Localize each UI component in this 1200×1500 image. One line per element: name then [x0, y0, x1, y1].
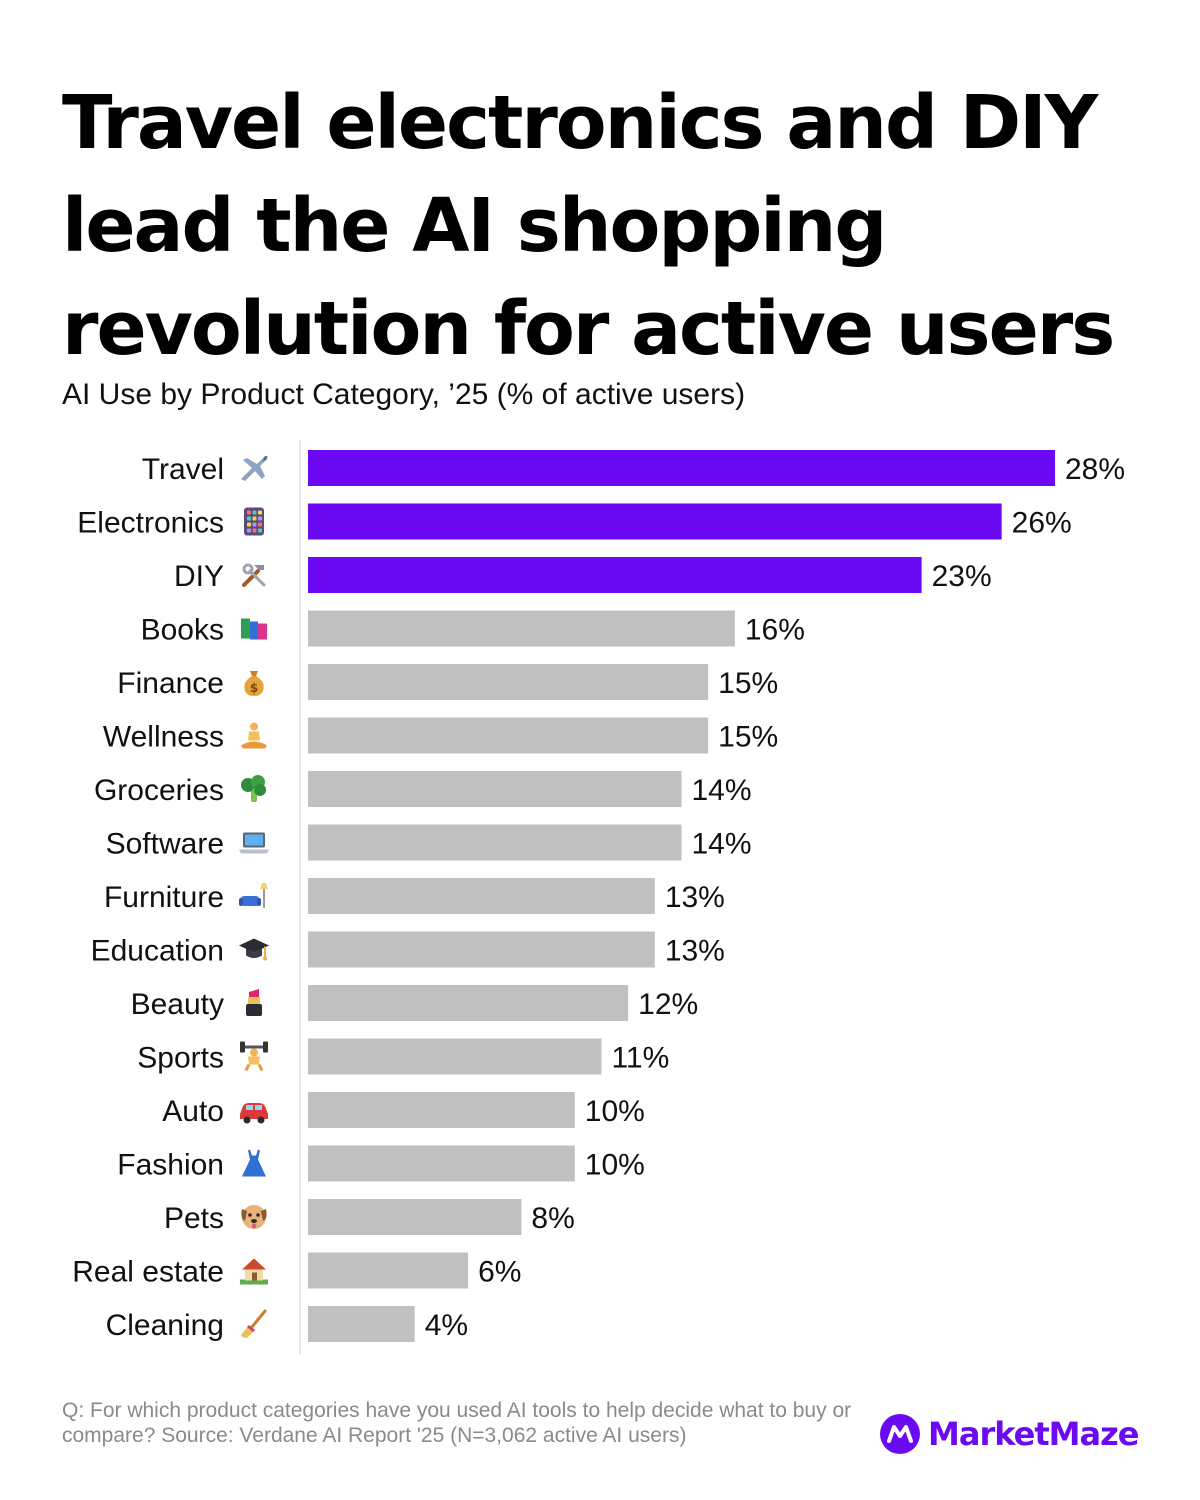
value-label: 26%	[1012, 507, 1072, 540]
footnote: Q: For which product categories have you…	[62, 1399, 852, 1447]
category-label: Books	[141, 614, 224, 647]
brand-name: MarketMaze	[928, 1415, 1139, 1453]
house-icon	[240, 1258, 268, 1285]
bar-chart: Travel 28% Electronics 26% DIY 23% Books 16% Fin…	[72, 440, 1125, 1355]
money-bag-icon: $	[244, 671, 264, 696]
value-label: 15%	[718, 721, 778, 754]
bar-education	[308, 931, 655, 968]
category-label: Travel	[142, 453, 224, 486]
dog-icon	[241, 1205, 267, 1229]
category-label: Groceries	[94, 774, 224, 807]
meditation-icon	[241, 722, 267, 749]
bar-finance	[308, 664, 709, 700]
bar-real-estate	[308, 1252, 469, 1289]
category-label: Education	[91, 935, 224, 968]
value-label: 13%	[665, 935, 725, 968]
value-label: 10%	[585, 1149, 645, 1182]
bar-groceries	[308, 771, 682, 807]
brand-logo: MarketMaze	[880, 1412, 1139, 1456]
page-title: Travel electronics and DIY lead the AI s…	[62, 80, 1115, 372]
car-icon	[240, 1103, 268, 1124]
bar-cleaning	[308, 1306, 415, 1342]
value-label: 28%	[1065, 453, 1125, 486]
dress-icon	[242, 1149, 266, 1177]
bar-sports	[308, 1038, 602, 1075]
calculator-icon	[244, 507, 264, 536]
bar-wellness	[308, 717, 709, 754]
category-label: Beauty	[131, 988, 224, 1021]
category-label: Electronics	[77, 507, 224, 540]
bar-fashion	[308, 1145, 575, 1182]
bar-electronics	[308, 503, 1002, 540]
value-label: 11%	[611, 1042, 669, 1075]
svg-text:$: $	[250, 681, 258, 695]
laptop-icon	[239, 832, 269, 854]
category-label: DIY	[174, 560, 224, 593]
category-label: Real estate	[72, 1256, 224, 1289]
broom-icon	[241, 1309, 267, 1338]
bar-auto	[308, 1092, 575, 1128]
bar-pets	[308, 1199, 522, 1235]
couch-lamp-icon	[239, 883, 268, 908]
bar-books	[308, 610, 735, 647]
category-label: Finance	[117, 667, 224, 700]
value-label: 8%	[531, 1202, 574, 1235]
value-label: 23%	[932, 560, 992, 593]
books-icon	[241, 618, 267, 640]
value-label: 12%	[638, 988, 698, 1021]
airplane-icon	[241, 455, 268, 481]
bar-software	[308, 824, 682, 861]
category-label: Cleaning	[106, 1309, 224, 1342]
brand-mark-icon	[880, 1414, 920, 1454]
value-label: 14%	[692, 828, 752, 861]
category-label: Auto	[162, 1095, 224, 1128]
value-label: 14%	[692, 774, 752, 807]
value-label: 6%	[478, 1256, 521, 1289]
bar-furniture	[308, 878, 655, 914]
category-label: Furniture	[104, 881, 224, 914]
value-label: 16%	[745, 614, 805, 647]
value-label: 4%	[425, 1309, 468, 1342]
category-label: Pets	[164, 1202, 224, 1235]
weightlifter-icon	[240, 1041, 268, 1072]
chart-subtitle: AI Use by Product Category, ’25 (% of ac…	[62, 378, 746, 411]
category-label: Fashion	[117, 1149, 224, 1182]
category-label: Sports	[137, 1042, 224, 1075]
bar-travel	[308, 450, 1055, 486]
bar-diy	[308, 557, 922, 593]
value-label: 15%	[718, 667, 778, 700]
bar-beauty	[308, 985, 629, 1021]
value-label: 13%	[665, 881, 725, 914]
graduation-cap-icon	[239, 938, 269, 961]
broccoli-icon	[241, 775, 266, 802]
tools-icon	[242, 563, 266, 587]
category-label: Software	[106, 828, 224, 861]
category-label: Wellness	[103, 721, 224, 754]
lipstick-icon	[246, 989, 262, 1016]
value-label: 10%	[585, 1095, 645, 1128]
